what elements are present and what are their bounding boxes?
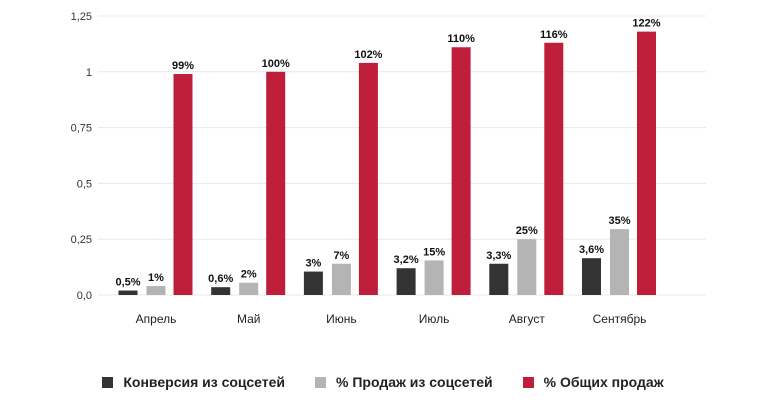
data-label: 3%: [305, 258, 321, 270]
data-label: 99%: [172, 60, 194, 72]
bar: [173, 74, 193, 295]
data-label: 110%: [447, 33, 475, 45]
bar: [489, 263, 509, 295]
bar: [582, 258, 601, 295]
bar: [303, 271, 323, 295]
legend-label: % Продаж из соцсетей: [336, 374, 493, 390]
data-label: 0,6%: [208, 273, 233, 285]
legend-item: % Продаж из соцсетей: [315, 374, 493, 390]
y-tick-label: 0,75: [71, 123, 92, 135]
y-tick-label: 0,0: [77, 290, 92, 302]
bar-chart: 0,0 0,25 0,5 0,75 1 1,25 Апрель 0,5% 1% 99% Май 0,6…: [71, 11, 706, 326]
data-label: 25%: [516, 225, 538, 237]
x-tick-label: Август: [509, 312, 546, 326]
y-tick-label: 1,25: [71, 11, 92, 23]
data-label: 3,2%: [394, 254, 419, 266]
data-label: 15%: [423, 246, 445, 258]
y-tick-label: 0,25: [71, 234, 92, 246]
bar: [451, 47, 471, 295]
bar: [358, 62, 378, 295]
bar: [424, 260, 444, 295]
bar: [396, 268, 416, 295]
bar: [118, 290, 138, 295]
data-label: 3,3%: [486, 250, 511, 262]
y-tick-label: 1: [86, 67, 92, 79]
bar: [544, 42, 564, 296]
bar: [517, 239, 537, 295]
legend-item: Конверсия из соцсетей: [102, 374, 285, 390]
bar: [239, 282, 259, 295]
data-label: 116%: [540, 29, 568, 41]
data-label: 3,6%: [579, 244, 604, 256]
bar: [331, 263, 351, 295]
legend-item: % Общих продаж: [522, 374, 664, 390]
data-label: 7%: [333, 250, 349, 262]
legend-label: % Общих продаж: [543, 374, 664, 390]
y-tick-label: 0,5: [77, 178, 92, 190]
legend-swatch: [315, 376, 326, 388]
data-label: 100%: [262, 58, 290, 70]
bar: [637, 31, 656, 296]
data-label: 0,5%: [115, 277, 140, 289]
data-label: 1%: [148, 272, 164, 284]
x-tick-label: Сентябрь: [593, 312, 647, 326]
bar: [146, 286, 166, 295]
data-label: 102%: [354, 49, 382, 61]
x-tick-label: Июнь: [326, 312, 357, 326]
bar: [266, 71, 286, 295]
x-tick-label: Июль: [419, 312, 450, 326]
legend-swatch: [102, 376, 114, 388]
data-label: 122%: [632, 18, 660, 30]
legend-label: Конверсия из соцсетей: [123, 374, 285, 390]
bar: [211, 287, 231, 295]
legend-swatch: [522, 376, 534, 388]
bar: [610, 229, 629, 295]
legend: Конверсия из соцсетей % Продаж из соцсет…: [0, 374, 766, 390]
data-label: 35%: [608, 215, 630, 227]
x-tick-label: Май: [237, 312, 261, 326]
data-label: 2%: [241, 269, 257, 281]
x-tick-label: Апрель: [136, 312, 177, 326]
